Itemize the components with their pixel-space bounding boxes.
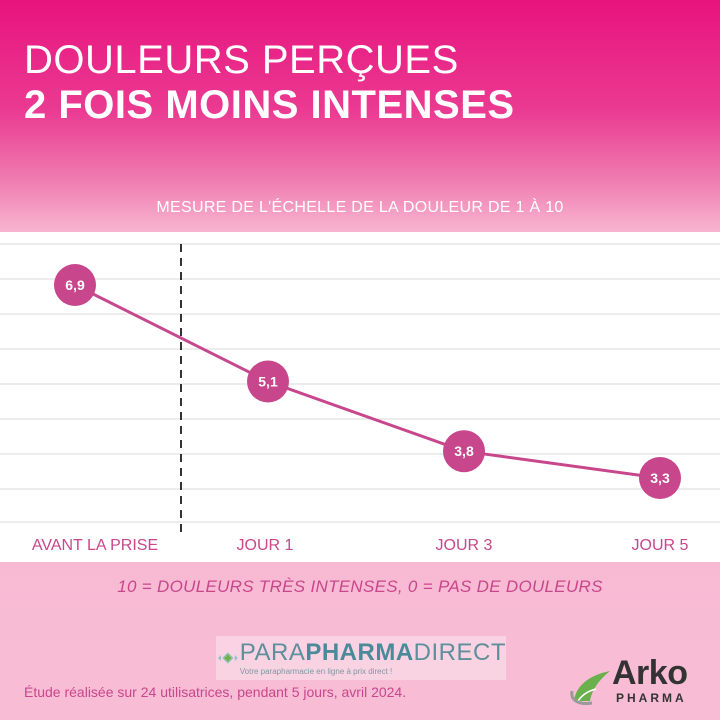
arko-sub: PHARMA (616, 691, 687, 705)
pharmacy-cross-icon (216, 638, 240, 678)
chart-title: MESURE DE L'ÉCHELLE DE LA DOULEUR DE 1 À… (0, 199, 720, 217)
x-tick-label: JOUR 1 (237, 537, 294, 554)
scale-note: 10 = DOULEURS TRÈS INTENSES, 0 = PAS DE … (0, 577, 720, 597)
parapharmadirect-logo: PARAPHARMADIRECT Votre parapharmacie en … (216, 636, 506, 680)
data-label: 3,8 (454, 443, 474, 459)
brand-tagline: Votre parapharmacie en ligne à prix dire… (240, 667, 506, 676)
header: DOULEURS PERÇUES 2 FOIS MOINS INTENSES (24, 38, 515, 128)
brand-name-pharma: PHARMA (305, 639, 413, 666)
data-label: 5,1 (258, 374, 278, 390)
study-footnote: Étude réalisée sur 24 utilisatrices, pen… (24, 684, 406, 700)
x-tick-label: JOUR 5 (632, 537, 689, 554)
brand-name-para: PARA (240, 639, 306, 666)
pain-line-chart: 6,9 5,1 3,8 3,3 AVANT LA PRISE JOUR 1 JOUR 3 JO… (0, 232, 720, 562)
x-tick-label: AVANT LA PRISE (32, 537, 158, 554)
arko-leaf-icon (570, 661, 618, 705)
title-line-2: 2 FOIS MOINS INTENSES (24, 82, 515, 128)
arko-name: Arko (612, 655, 687, 691)
data-label: 3,3 (650, 470, 670, 486)
data-label: 6,9 (65, 277, 85, 293)
title-line-1: DOULEURS PERÇUES (24, 38, 515, 82)
brand-name-direct: DIRECT (414, 639, 506, 666)
x-tick-label: JOUR 3 (436, 537, 493, 554)
arko-pharma-logo: Arko PHARMA (570, 655, 720, 711)
